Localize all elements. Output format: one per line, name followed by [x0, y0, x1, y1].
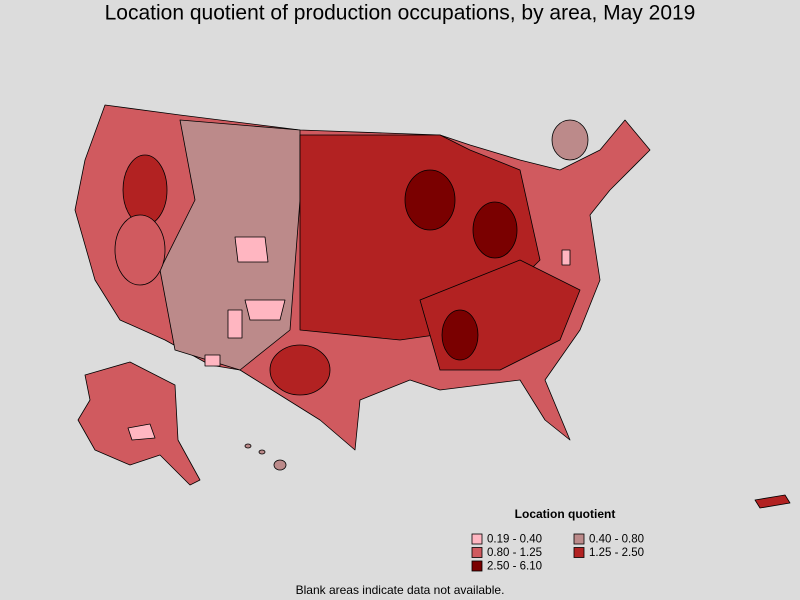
- light-area: [244, 299, 286, 321]
- legend-swatch: [573, 533, 585, 545]
- hawaii: [273, 459, 287, 471]
- legend-label: 0.19 - 0.40: [487, 534, 542, 546]
- light-area: [127, 423, 156, 441]
- alaska: [77, 361, 201, 486]
- hawaii: [244, 443, 252, 449]
- hawaii: [258, 449, 266, 455]
- legend-swatch: [471, 533, 483, 545]
- legend-label: 0.80 - 1.25: [487, 547, 542, 559]
- northeast-area: [551, 119, 589, 161]
- texas-area: [269, 344, 331, 396]
- legend-swatch: [471, 560, 483, 572]
- oregon-area: [122, 154, 168, 226]
- legend-label: 1.25 - 2.50: [589, 547, 644, 559]
- map-title: Location quotient of production occupati…: [105, 2, 696, 25]
- light-area: [234, 236, 269, 263]
- footnote: Blank areas indicate data not available.: [296, 583, 505, 597]
- light-area: [204, 354, 221, 367]
- dark-area: [472, 201, 518, 259]
- legend-title: Location quotient: [515, 507, 616, 521]
- puerto-rico: [754, 494, 791, 509]
- legend-label: 2.50 - 6.10: [487, 561, 542, 573]
- dark-area: [404, 169, 456, 231]
- legend-label: 0.40 - 0.80: [589, 534, 644, 546]
- light-area: [561, 249, 571, 266]
- legend-swatch: [471, 547, 483, 558]
- light-area: [227, 309, 243, 339]
- legend-swatch: [573, 547, 585, 558]
- us-map: [74, 104, 791, 509]
- legend: 0.19 - 0.40 0.40 - 0.80 0.80 - 1.25 1.25 - …: [471, 533, 644, 573]
- dark-area: [441, 309, 479, 361]
- nevada-area: [114, 214, 166, 286]
